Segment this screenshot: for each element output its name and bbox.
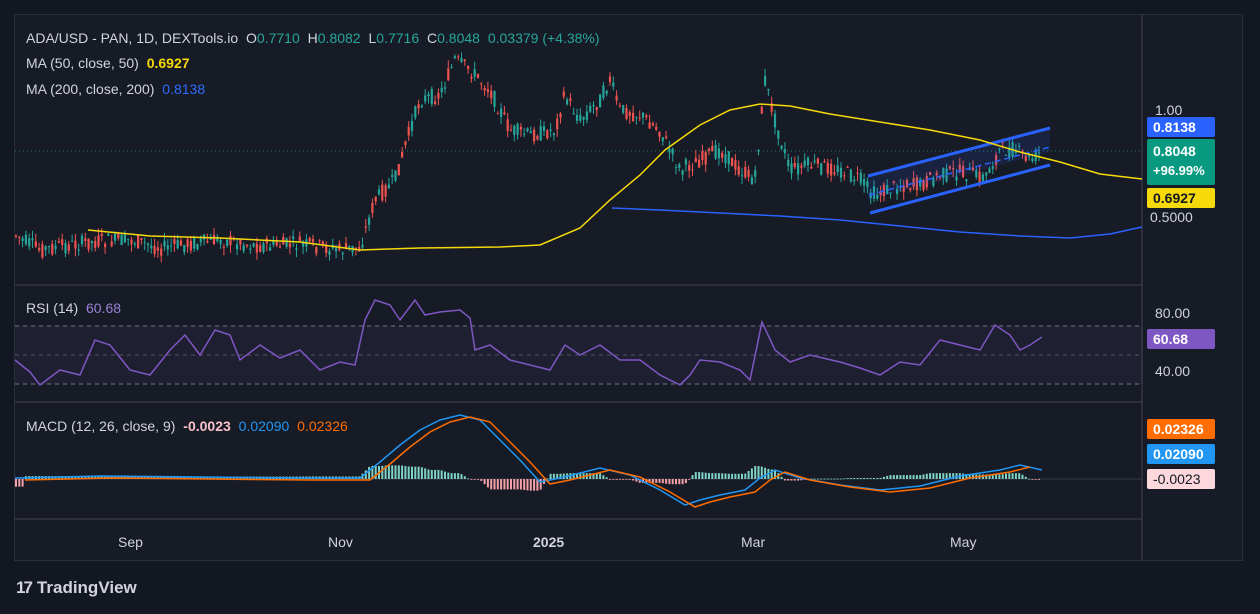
close-tag-change: +96.99% — [1153, 163, 1205, 178]
price-tick-05: 0.5000 — [1150, 209, 1193, 225]
ma200-value: 0.8138 — [162, 81, 206, 97]
rsi-line — [14, 298, 1043, 387]
rsi-tick-40: 40.00 — [1155, 363, 1190, 379]
price-tick-1: 1.00 — [1155, 102, 1182, 118]
rsi-label: RSI (14) — [26, 300, 79, 316]
close-label: C — [427, 30, 438, 46]
ma200-label: MA (200, close, 200) — [26, 81, 155, 97]
brand-logo[interactable]: 17 TradingView — [16, 578, 137, 598]
close-tag-value: 0.8048 — [1153, 143, 1196, 159]
ma200-price-tag: 0.8138 — [1147, 117, 1215, 137]
time-tick-nov: Nov — [328, 534, 353, 550]
macd-value: 0.02090 — [238, 418, 290, 434]
low-value: 0.7716 — [376, 30, 420, 46]
open-label: O — [246, 30, 257, 46]
macd-legend: MACD (12, 26, close, 9) -0.0023 0.02090 … — [26, 418, 352, 434]
time-tick-sep: Sep — [118, 534, 143, 550]
rsi-legend: RSI (14) 60.68 — [26, 300, 125, 316]
ma50-label: MA (50, close, 50) — [26, 55, 139, 71]
time-tick-2025: 2025 — [533, 534, 564, 550]
close-value: 0.8048 — [437, 30, 480, 46]
close-price-tag: 0.8048 +96.99% — [1147, 139, 1215, 185]
price-channel — [867, 126, 1051, 215]
low-label: L — [368, 30, 377, 46]
ma50-price-tag: 0.6927 — [1147, 188, 1215, 208]
histogram-tag: -0.0023 — [1147, 469, 1215, 489]
high-label: H — [307, 30, 318, 46]
symbol-title: ADA/USD - PAN, 1D, DEXTools.io — [26, 30, 239, 46]
tradingview-icon: 17 — [16, 578, 33, 597]
open-value: 0.7710 — [256, 30, 300, 46]
macd-label: MACD (12, 26, close, 9) — [26, 418, 176, 434]
change-value: 0.03379 (+4.38%) — [487, 30, 600, 46]
time-tick-mar: Mar — [741, 534, 765, 550]
signal-line — [24, 416, 1031, 508]
macd-hist-value: -0.0023 — [183, 418, 231, 434]
macd-tag: 0.02090 — [1147, 444, 1215, 464]
signal-value: 0.02326 — [297, 418, 348, 434]
signal-tag: 0.02326 — [1147, 419, 1215, 439]
rsi-value: 60.68 — [86, 300, 122, 316]
ma200-line — [611, 207, 1143, 239]
ma50-line — [87, 103, 1143, 251]
ma50-value: 0.6927 — [146, 55, 190, 71]
rsi-tag: 60.68 — [1147, 329, 1215, 349]
time-tick-may: May — [950, 534, 976, 550]
ma200-legend: MA (200, close, 200) 0.8138 — [26, 81, 209, 97]
high-value: 0.8082 — [317, 30, 361, 46]
ma50-legend: MA (50, close, 50) 0.6927 — [26, 55, 194, 71]
rsi-tick-80: 80.00 — [1155, 305, 1190, 321]
price-candles — [14, 52, 1041, 263]
brand-name: TradingView — [36, 578, 137, 597]
price-legend: ADA/USD - PAN, 1D, DEXTools.io O0.7710 H… — [26, 30, 604, 46]
